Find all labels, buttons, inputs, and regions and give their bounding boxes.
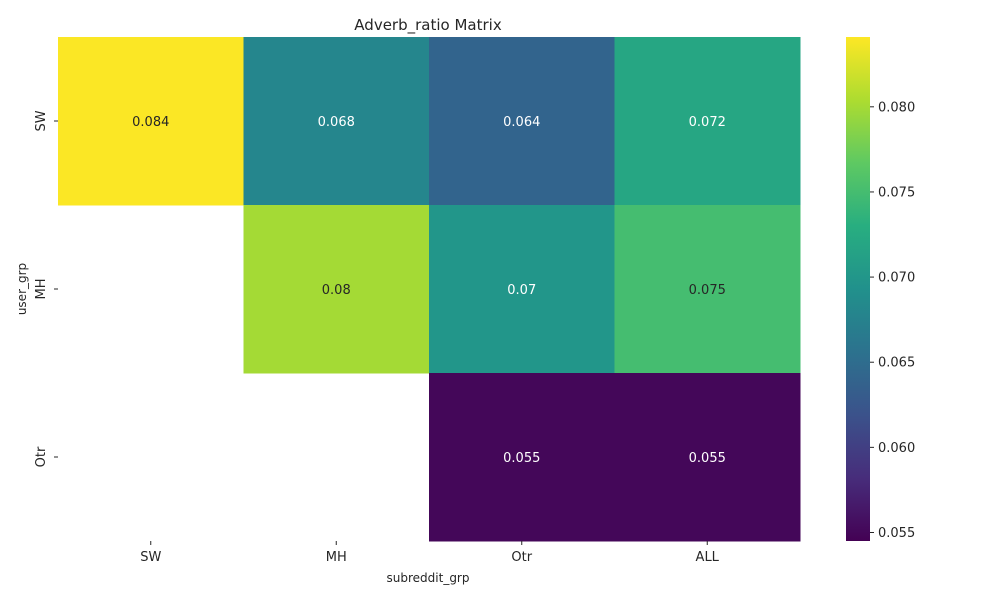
heatmap-cells — [58, 37, 801, 542]
heatmap-cell-MH-Otr — [429, 205, 615, 374]
y-tick-label: Otr — [34, 446, 49, 467]
cell-value-label: 0.072 — [689, 115, 726, 130]
colorbar-tick-label: 0.055 — [878, 526, 915, 541]
x-axis: SW MH Otr ALL — [140, 541, 720, 565]
colorbar-tick-label: 0.070 — [878, 271, 915, 286]
heatmap-cell-SW-ALL — [614, 37, 801, 206]
chart-title: Adverb_ratio Matrix — [354, 16, 502, 35]
cell-value-label: 0.068 — [318, 115, 355, 130]
heatmap-cell-SW-SW — [58, 37, 244, 206]
heatmap-cell-SW-Otr — [429, 37, 615, 206]
x-axis-label: subreddit_grp — [387, 571, 470, 585]
colorbar: 0.055 0.060 0.065 0.070 0.075 0.080 — [846, 37, 915, 541]
colorbar-tick-label: 0.060 — [878, 441, 915, 456]
heatmap-cell-labels: 0.084 0.068 0.064 0.072 0.08 0.07 0.075 0.055 0.… — [132, 115, 726, 466]
cell-value-label: 0.084 — [132, 115, 169, 130]
heatmap-cell-MH-MH — [243, 205, 430, 374]
y-tick-label: MH — [34, 279, 49, 300]
x-tick-label: MH — [326, 550, 347, 565]
cell-value-label: 0.08 — [322, 283, 351, 298]
colorbar-tick-label: 0.065 — [878, 356, 915, 371]
x-tick-label: ALL — [696, 550, 720, 565]
y-tick-label: SW — [34, 110, 49, 131]
x-tick-label: Otr — [511, 550, 532, 565]
cell-value-label: 0.055 — [503, 451, 540, 466]
heatmap-cell-MH-ALL — [614, 205, 801, 374]
cell-value-label: 0.075 — [689, 283, 726, 298]
cell-value-label: 0.07 — [507, 283, 536, 298]
colorbar-tick-label: 0.080 — [878, 100, 915, 115]
heatmap-cell-SW-MH — [243, 37, 430, 206]
cell-value-label: 0.064 — [503, 115, 540, 130]
cell-value-label: 0.055 — [689, 451, 726, 466]
colorbar-gradient — [846, 37, 870, 541]
heatmap-cell-Otr-Otr — [429, 373, 615, 542]
y-axis-label: user_grp — [15, 263, 29, 315]
x-tick-label: SW — [140, 550, 161, 565]
heatmap-cell-Otr-ALL — [614, 373, 801, 542]
colorbar-tick-label: 0.075 — [878, 185, 915, 200]
y-axis: SW MH Otr — [34, 110, 58, 467]
